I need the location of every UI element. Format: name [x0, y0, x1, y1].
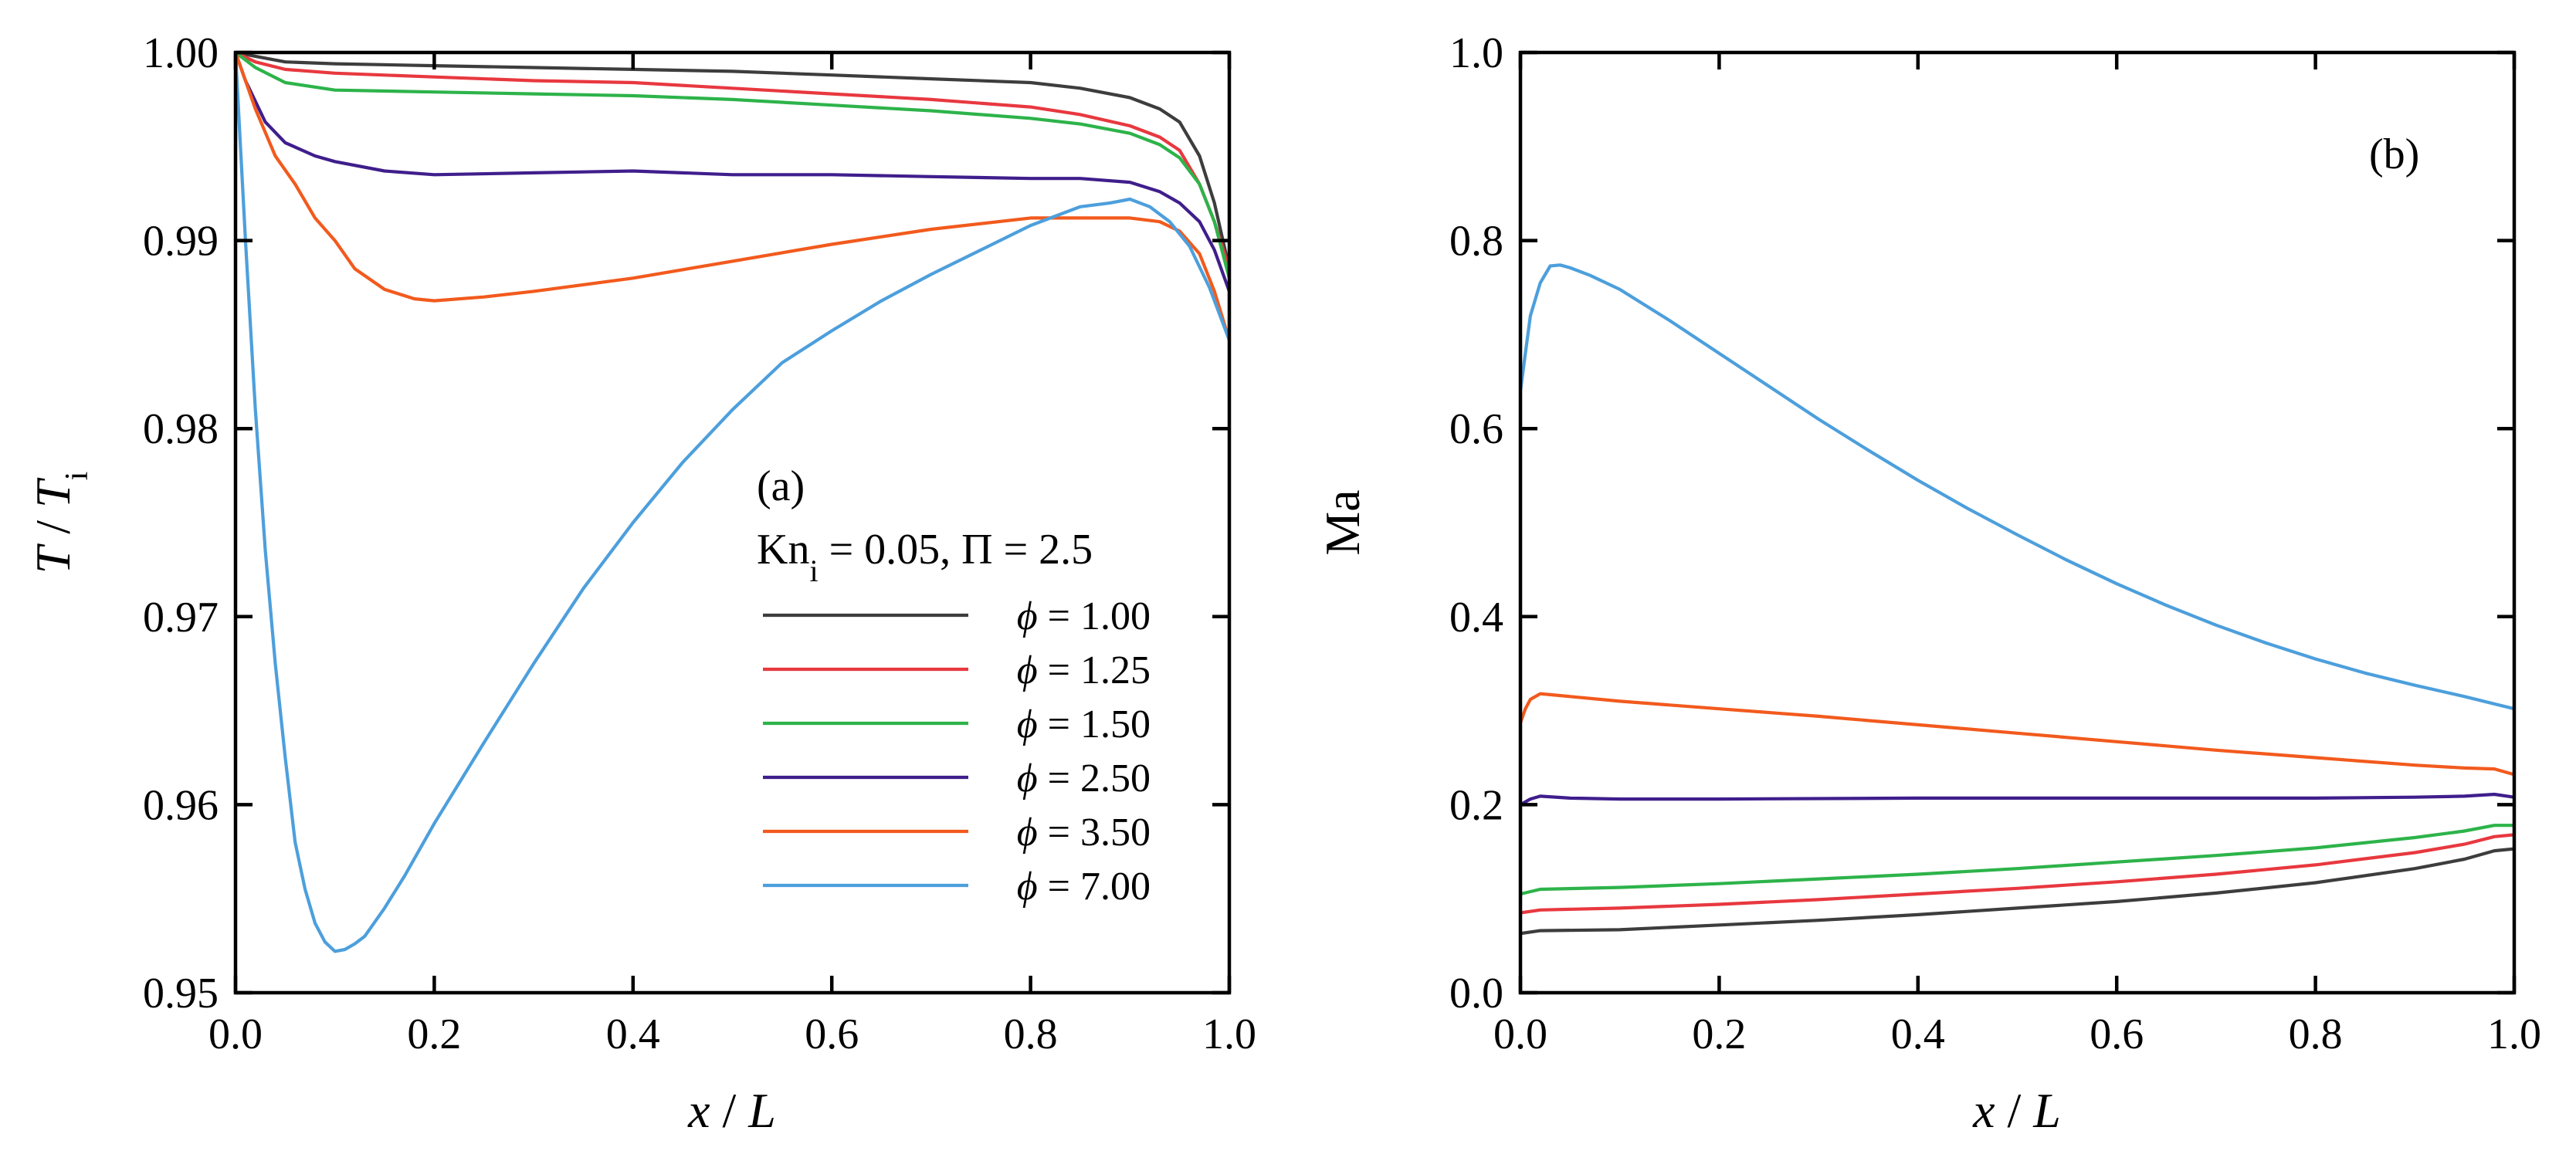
panel-b-series-phi-2-50 [1520, 792, 2514, 807]
y-tick-label: 0.4 [1449, 594, 1503, 641]
y-tick-label: 0.99 [143, 218, 219, 266]
panel-b-series-phi-1-25 [1520, 833, 2514, 915]
y-tick-label: 0.6 [1449, 405, 1503, 453]
panel-a-series-phi-1-25 [236, 52, 1229, 271]
panel-b-series-phi-1-00 [1520, 847, 2514, 936]
legend-entry-label: ϕ = 1.00 [1017, 594, 1151, 638]
panel-b: 0.0 0.2 0.4 0.6 0.8 1.00.00.20.40.60.81.0 Ma … [1315, 29, 2541, 1138]
legend-entry-label: ϕ = 1.25 [1017, 648, 1151, 692]
legend-entry-label: ϕ = 3.50 [1017, 811, 1151, 855]
x-tick-label: 0.0 [208, 1010, 263, 1058]
legend-entry-label: ϕ = 1.50 [1017, 702, 1151, 746]
x-tick-label: 0.4 [1891, 1010, 1945, 1058]
y-tick-label: 0.8 [1449, 218, 1503, 266]
panel-b-series-phi-1-50 [1520, 824, 2514, 896]
panel-a-legend: Kni = 0.05, Π = 2.5 ϕ = 1.00ϕ = 1.25ϕ = … [757, 526, 1151, 909]
panel-a-y-axis-label: T / Ti [25, 472, 95, 574]
y-tick-label: 0.96 [143, 781, 219, 829]
y-tick-label: 1.00 [143, 29, 219, 77]
panel-a-plot-frame [233, 50, 1232, 995]
legend-entries: ϕ = 1.00 ϕ = 1.25 ϕ = 1.50 ϕ = 2.50 ϕ = 3.50… [763, 594, 1151, 909]
y-tick-label: 0.97 [143, 594, 219, 641]
panel-b-series-group [1520, 263, 2514, 936]
panel-a-series-phi-2-50 [236, 52, 1229, 293]
x-tick-label: 1.0 [1202, 1010, 1256, 1058]
panel-b-series-phi-3-50 [1520, 692, 2514, 777]
panel-a-series-group [236, 52, 1229, 953]
x-tick-label: 0.6 [805, 1010, 859, 1058]
y-tick-label: 0.95 [143, 970, 219, 1017]
x-tick-label: 1.0 [2487, 1010, 2541, 1058]
panel-b-label: (b) [2369, 130, 2419, 178]
panel-b-y-axis-label: Ma [1315, 489, 1370, 555]
panel-a-series-phi-1-50 [236, 52, 1229, 280]
x-tick-label: 0.8 [2289, 1010, 2343, 1058]
x-tick-label: 0.6 [2090, 1010, 2144, 1058]
panel-b-plot-frame [1518, 50, 2517, 995]
x-tick-label: 0.4 [606, 1010, 660, 1058]
y-tick-label: 0.0 [1449, 970, 1503, 1017]
x-tick-label: 0.0 [1493, 1010, 1547, 1058]
legend-entry-label: ϕ = 7.00 [1017, 865, 1151, 909]
panel-a-ticks: 0.0 0.2 0.4 0.6 0.8 1.0 0.95 0.96 0.97 0.98 0.99 1.… [143, 29, 1256, 1058]
panel-a-label: (a) [757, 462, 805, 510]
y-tick-label: 0.98 [143, 405, 219, 453]
y-tick-label: 0.2 [1449, 781, 1503, 829]
x-tick-label: 0.2 [1692, 1010, 1746, 1058]
legend-title: Kni = 0.05, Π = 2.5 [757, 526, 1093, 588]
panel-b-ticks: 0.0 0.2 0.4 0.6 0.8 1.0 0.0 0.2 0.4 0.6 0.8 1.0 [1449, 29, 2541, 1058]
legend-entry-label: ϕ = 2.50 [1017, 757, 1151, 801]
x-tick-label: 0.8 [1004, 1010, 1058, 1058]
panel-a: 0.0 0.2 0.4 0.6 0.8 1.0 0.95 0.96 0.97 0.98 0.99 1.… [25, 29, 1256, 1138]
y-tick-label: 1.0 [1449, 29, 1503, 77]
panel-a-series-phi-3-50 [236, 52, 1229, 342]
panel-a-series-phi-7-00 [236, 52, 1229, 953]
x-tick-label: 0.2 [407, 1010, 461, 1058]
panel-a-x-axis-label: x / L [687, 1083, 776, 1138]
panel-b-series-phi-7-00 [1520, 263, 2514, 711]
panel-a-series-phi-1-00 [236, 52, 1229, 271]
panel-b-x-axis-label: x / L [1972, 1083, 2061, 1138]
